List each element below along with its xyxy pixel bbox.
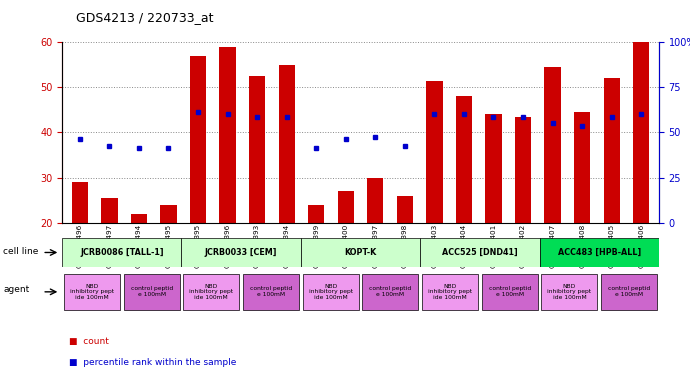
Bar — [249, 76, 265, 223]
Bar — [160, 205, 177, 223]
Bar — [422, 274, 478, 310]
Text: ACC483 [HPB-ALL]: ACC483 [HPB-ALL] — [558, 248, 641, 257]
Bar — [601, 274, 657, 310]
Bar — [64, 274, 120, 310]
Text: control peptid
e 100mM: control peptid e 100mM — [130, 286, 172, 297]
Bar — [420, 238, 540, 267]
Bar — [367, 177, 384, 223]
Text: NBD
inhibitory pept
ide 100mM: NBD inhibitory pept ide 100mM — [70, 283, 114, 300]
Bar — [131, 214, 147, 223]
Text: GDS4213 / 220733_at: GDS4213 / 220733_at — [76, 12, 213, 25]
Bar — [190, 56, 206, 223]
Bar — [219, 47, 236, 223]
Bar — [308, 205, 324, 223]
Text: ■  percentile rank within the sample: ■ percentile rank within the sample — [69, 358, 237, 367]
Text: NBD
inhibitory pept
ide 100mM: NBD inhibitory pept ide 100mM — [308, 283, 353, 300]
Bar — [362, 274, 418, 310]
Text: NBD
inhibitory pept
ide 100mM: NBD inhibitory pept ide 100mM — [547, 283, 591, 300]
Bar — [485, 114, 502, 223]
Bar — [397, 196, 413, 223]
Bar — [279, 65, 295, 223]
Bar — [482, 274, 538, 310]
Bar — [542, 274, 598, 310]
Text: ACC525 [DND41]: ACC525 [DND41] — [442, 248, 518, 257]
Bar — [633, 42, 649, 223]
Text: control peptid
e 100mM: control peptid e 100mM — [489, 286, 531, 297]
Bar — [301, 238, 420, 267]
Text: control peptid
e 100mM: control peptid e 100mM — [369, 286, 411, 297]
Bar — [604, 78, 620, 223]
Text: control peptid
e 100mM: control peptid e 100mM — [250, 286, 292, 297]
Text: JCRB0033 [CEM]: JCRB0033 [CEM] — [205, 248, 277, 257]
Bar — [515, 117, 531, 223]
Text: agent: agent — [3, 285, 30, 295]
Bar — [72, 182, 88, 223]
Bar — [540, 238, 659, 267]
Bar — [184, 274, 239, 310]
Bar — [456, 96, 472, 223]
Bar — [101, 198, 117, 223]
Text: NBD
inhibitory pept
ide 100mM: NBD inhibitory pept ide 100mM — [189, 283, 233, 300]
Bar — [243, 274, 299, 310]
Text: ■  count: ■ count — [69, 337, 109, 346]
Text: JCRB0086 [TALL-1]: JCRB0086 [TALL-1] — [80, 248, 164, 257]
Bar — [426, 81, 442, 223]
Bar — [574, 112, 590, 223]
Text: KOPT-K: KOPT-K — [344, 248, 377, 257]
Text: cell line: cell line — [3, 247, 39, 255]
Bar — [337, 191, 354, 223]
Bar — [181, 238, 301, 267]
Text: NBD
inhibitory pept
ide 100mM: NBD inhibitory pept ide 100mM — [428, 283, 472, 300]
Bar — [62, 238, 181, 267]
Text: control peptid
e 100mM: control peptid e 100mM — [608, 286, 650, 297]
Bar — [544, 67, 561, 223]
Bar — [303, 274, 359, 310]
Bar — [124, 274, 179, 310]
